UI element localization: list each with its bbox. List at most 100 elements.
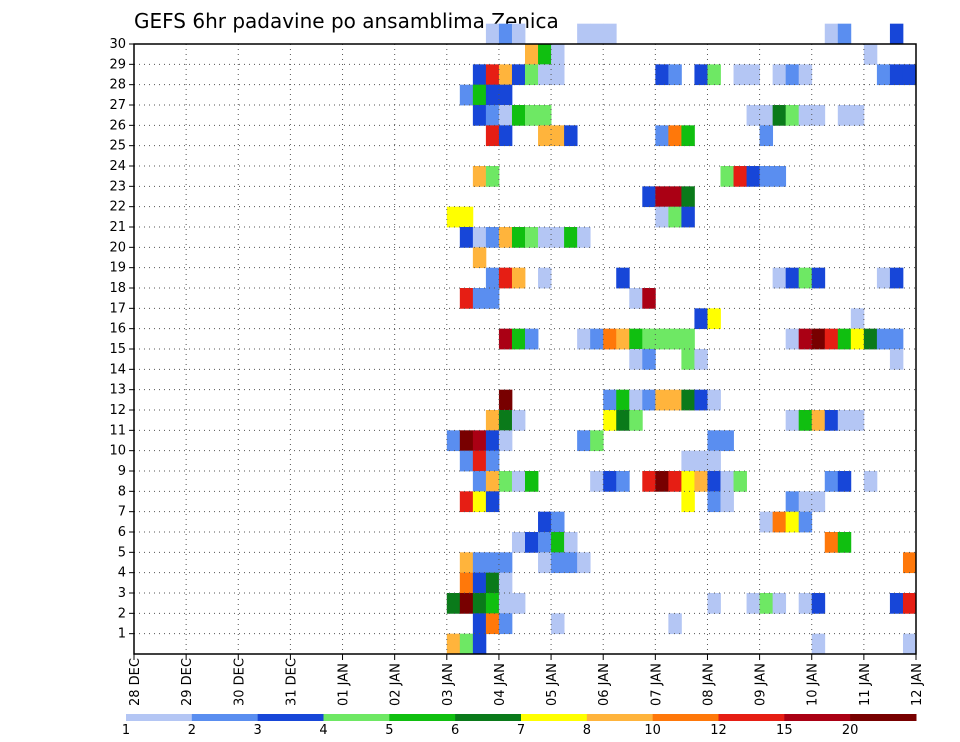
heatmap-cell	[525, 532, 539, 553]
y-tick-label: 23	[109, 179, 126, 194]
heatmap-cell	[459, 572, 474, 594]
heatmap-cell	[485, 471, 500, 492]
heatmap-cell	[498, 471, 513, 492]
heatmap-cell	[538, 267, 552, 289]
heatmap-cell	[472, 491, 487, 513]
heatmap-cell	[446, 430, 461, 452]
y-tick-label: 17	[109, 301, 126, 316]
heatmap-cell	[485, 552, 500, 574]
heatmap-cell	[733, 166, 747, 187]
heatmap-cell	[616, 328, 630, 350]
x-tick-label: 07 JAN	[649, 663, 664, 706]
heatmap-cell	[472, 450, 487, 472]
heatmap-cell	[485, 23, 500, 45]
heatmap-cell	[798, 593, 813, 614]
x-tick-label: 10 JAN	[806, 663, 821, 706]
heatmap-cell	[616, 389, 630, 411]
heatmap-cell	[538, 105, 552, 126]
heatmap-cell	[590, 23, 604, 45]
heatmap-cell	[472, 471, 487, 492]
heatmap-cell	[551, 552, 565, 574]
heatmap-cell	[629, 410, 643, 431]
heatmap-cell	[472, 227, 487, 248]
y-axis: 1234567891011121314151617181920212223242…	[109, 37, 134, 642]
heatmap-cell	[472, 572, 487, 594]
heatmap-cell	[889, 593, 904, 614]
y-tick-label: 16	[109, 322, 126, 337]
heatmap-cell	[498, 64, 513, 86]
y-tick-label: 30	[109, 37, 126, 52]
y-tick-label: 11	[109, 423, 126, 438]
x-tick-label: 09 JAN	[754, 663, 769, 706]
heatmap-cell	[511, 593, 526, 614]
y-tick-label: 25	[109, 139, 126, 154]
heatmap-cell	[720, 491, 734, 513]
heatmap-cell	[485, 430, 500, 452]
heatmap-cell	[668, 613, 682, 635]
heatmap-cell	[850, 410, 865, 431]
heatmap-cell	[902, 552, 917, 574]
colorbar-swatch	[323, 714, 390, 721]
colorbar-label: 5	[385, 723, 393, 738]
x-tick-label: 01 JAN	[337, 663, 352, 706]
heatmap-cell	[733, 64, 747, 86]
heatmap-cell	[746, 64, 760, 86]
colorbar-swatch	[718, 714, 785, 721]
heatmap-cell	[525, 328, 539, 350]
x-tick-label: 12 JAN	[910, 663, 925, 706]
heatmap-cell	[694, 471, 708, 492]
colorbar-swatch	[257, 714, 324, 721]
heatmap-cell	[785, 511, 800, 533]
heatmap-cell	[525, 105, 539, 126]
heatmap-cell	[707, 308, 721, 330]
heatmap-cell	[590, 328, 604, 350]
heatmap-cell	[551, 532, 565, 553]
colorbar-swatch	[455, 714, 522, 721]
heatmap-cell	[785, 267, 800, 289]
heatmap-cell	[824, 410, 839, 431]
heatmap-cell	[681, 389, 695, 411]
heatmap-cell	[811, 328, 826, 350]
y-tick-label: 13	[109, 383, 126, 398]
heatmap-cell	[681, 125, 695, 147]
heatmap-cell	[720, 471, 734, 492]
heatmap-cell	[459, 206, 474, 228]
heatmap-cell	[681, 206, 695, 228]
heatmap-cell	[902, 64, 917, 86]
heatmap-cell	[707, 593, 721, 614]
heatmap-cell	[863, 471, 878, 492]
heatmap-cell	[629, 288, 643, 309]
heatmap-cell	[446, 593, 461, 614]
heatmap-cell	[459, 552, 474, 574]
y-tick-label: 12	[109, 403, 126, 418]
heatmap-cell	[655, 389, 669, 411]
heatmap-cell	[668, 206, 682, 228]
colorbar-swatch	[784, 714, 851, 721]
heatmap-cell	[498, 613, 513, 635]
heatmap-cell	[485, 613, 500, 635]
heatmap-cell	[798, 328, 813, 350]
x-tick-label: 06 JAN	[597, 663, 612, 706]
heatmap-cell	[538, 552, 552, 574]
heatmap-cell	[564, 552, 578, 574]
heatmap-cell	[498, 572, 513, 594]
heatmap-cell	[498, 328, 513, 350]
heatmap-cell	[655, 206, 669, 228]
colorbar-swatch	[126, 714, 193, 721]
heatmap-cell	[642, 471, 656, 492]
colorbar-swatch	[191, 714, 259, 721]
heatmap-cell	[876, 64, 891, 86]
heatmap-cell	[564, 227, 578, 248]
heatmap-cell	[459, 288, 474, 309]
heatmap-cell	[629, 328, 643, 350]
y-tick-label: 6	[118, 525, 126, 540]
heatmap-cell	[798, 64, 813, 86]
x-tick-label: 31 DEC	[284, 658, 299, 706]
heatmap-cell	[498, 389, 513, 411]
y-tick-label: 5	[118, 545, 126, 560]
heatmap-cell	[876, 267, 891, 289]
heatmap-cell	[538, 44, 552, 65]
y-tick-label: 1	[118, 627, 126, 642]
x-tick-label: 04 JAN	[493, 663, 508, 706]
heatmap-cell	[642, 349, 656, 370]
